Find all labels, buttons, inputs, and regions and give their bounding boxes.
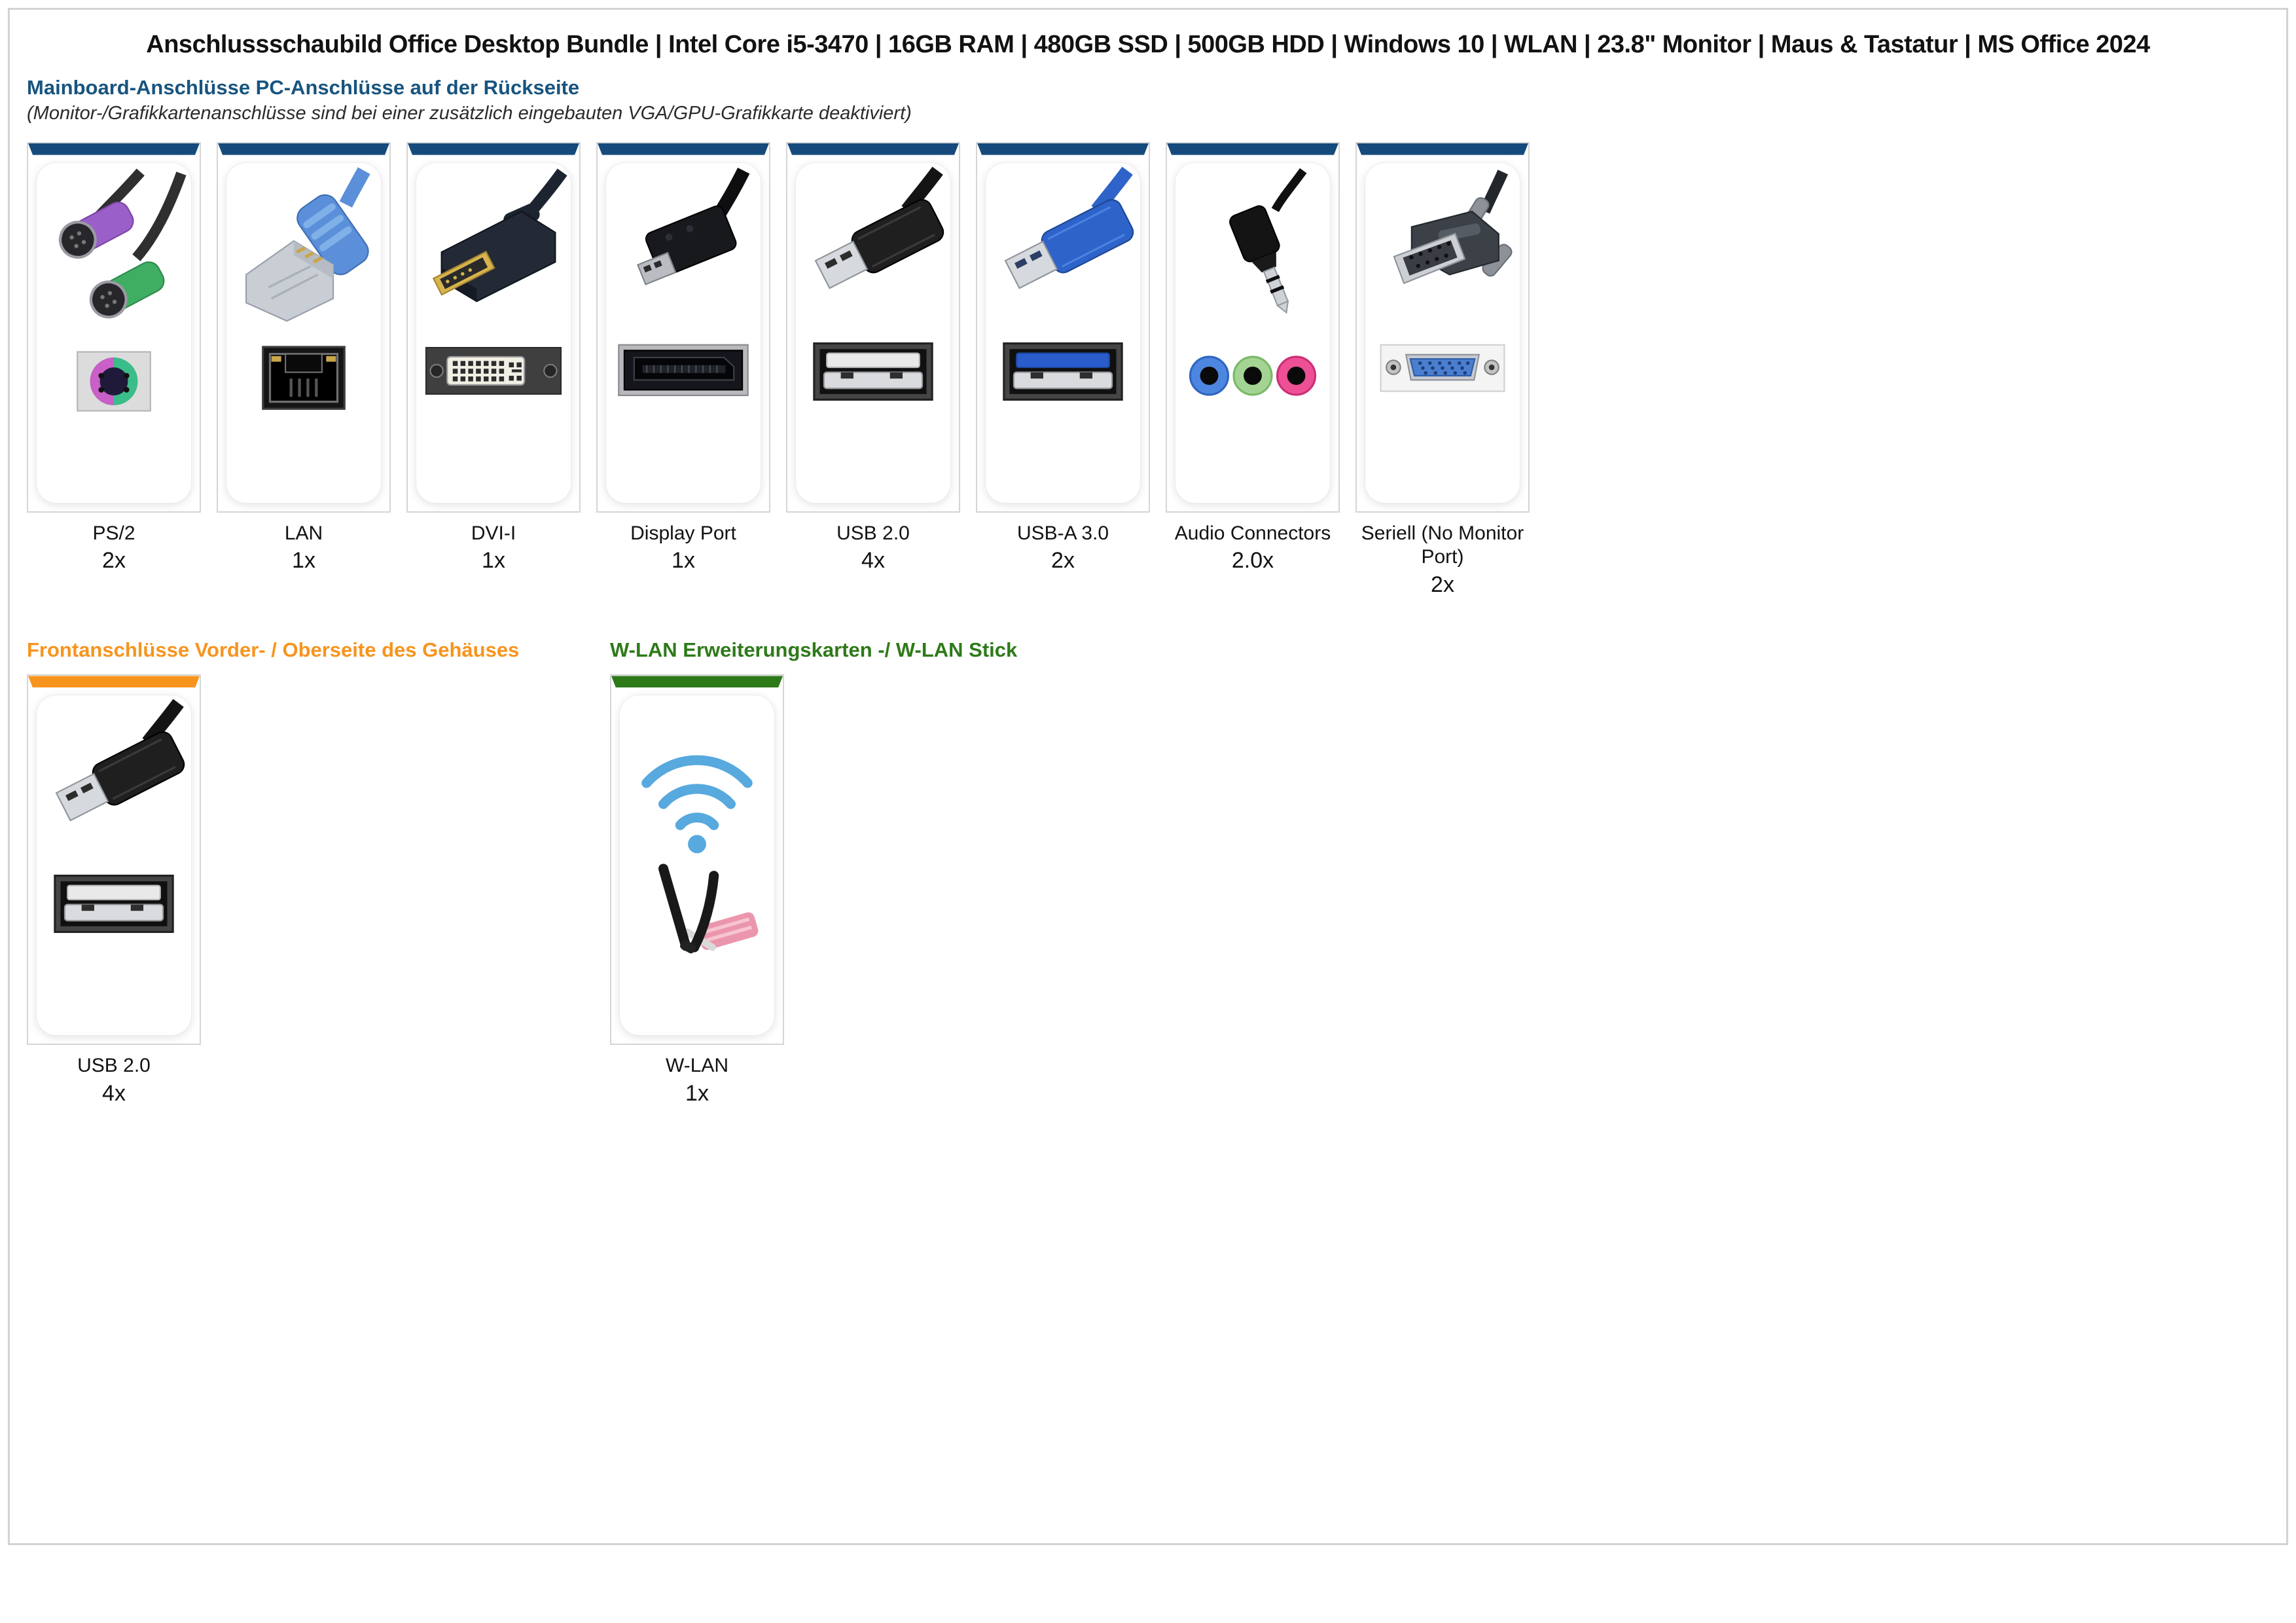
card-accent-bar: [1357, 143, 1528, 155]
front-ports-heading: Frontanschlüsse Vorder- / Oberseite des …: [27, 638, 520, 661]
card-accent-bar: [28, 143, 200, 155]
ps2-connector-icon: [58, 168, 187, 412]
port-card-front-usb2: USB 2.0 4x: [27, 674, 201, 1106]
port-card-box: [1166, 141, 1340, 513]
port-label: DVI-I: [471, 522, 516, 544]
port-count: 1x: [672, 548, 695, 574]
port-card-serial: Seriell (No Monitor Port) 2x: [1355, 141, 1530, 598]
card-accent-bar: [1167, 143, 1338, 155]
port-photo: [37, 695, 191, 1036]
port-card-box: [1355, 141, 1530, 513]
port-count: 2x: [1431, 572, 1454, 597]
port-card-box: [596, 141, 770, 513]
port-label: W-LAN: [665, 1055, 729, 1077]
port-card-box: [406, 141, 581, 513]
port-photo: [986, 162, 1140, 503]
port-photo: [226, 162, 381, 503]
port-label: USB-A 3.0: [1016, 522, 1109, 544]
port-card-box: [786, 141, 960, 513]
rear-ports-heading: Mainboard-Anschlüsse PC-Anschlüsse auf d…: [27, 76, 580, 99]
rj45-connector-icon: [245, 167, 370, 410]
rear-ports-row: PS/2 2x: [27, 141, 2286, 598]
card-accent-bar: [28, 676, 200, 687]
rear-ports-note: (Monitor-/Grafikkartenanschlüsse sind be…: [27, 102, 912, 124]
port-count: 4x: [861, 548, 885, 574]
port-photo: [1175, 162, 1330, 503]
diagram-frame: Anschlussschaubild Office Desktop Bundle…: [8, 8, 2288, 1545]
port-count: 1x: [292, 548, 315, 574]
card-accent-bar: [977, 143, 1149, 155]
port-card-box: [610, 674, 784, 1046]
port-photo: [416, 162, 571, 503]
port-label: LAN: [284, 522, 323, 544]
front-ports-section: Frontanschlüsse Vorder- / Oberseite des …: [27, 638, 610, 1106]
wlan-section: W-LAN Erweiterungskarten -/ W-LAN Stick: [610, 638, 1017, 1106]
port-count: 2.0x: [1231, 548, 1274, 574]
displayport-connector-icon: [618, 167, 750, 396]
card-accent-bar: [787, 143, 959, 155]
port-label: Seriell (No Monitor Port): [1361, 522, 1524, 568]
port-card-ps2: PS/2 2x: [27, 141, 201, 574]
card-accent-bar: [611, 676, 783, 687]
port-count: 2x: [1051, 548, 1075, 574]
usb3-connector-icon: [1003, 166, 1134, 401]
usb2-connector-icon: [813, 166, 944, 401]
secondary-sections-row: Frontanschlüsse Vorder- / Oberseite des …: [27, 638, 2286, 1106]
port-photo: [796, 162, 950, 503]
port-label: Display Port: [630, 522, 736, 544]
port-label: USB 2.0: [77, 1055, 151, 1077]
port-count: 1x: [685, 1081, 709, 1106]
port-card-usb2: USB 2.0 4x: [786, 141, 960, 574]
port-card-box: [976, 141, 1150, 513]
port-photo: [606, 162, 761, 503]
serial-db9-icon: [1380, 169, 1513, 392]
port-photo: [37, 162, 191, 503]
port-count: 1x: [482, 548, 505, 574]
port-count: 4x: [102, 1081, 126, 1106]
port-card-audio: Audio Connectors 2.0x: [1166, 141, 1340, 574]
usb2-connector-icon: [54, 699, 185, 934]
port-photo: [1365, 162, 1520, 503]
port-photo: [620, 695, 774, 1036]
dvi-connector-icon: [425, 168, 567, 395]
port-card-box: [27, 674, 201, 1046]
audio-jack-icon: [1189, 168, 1317, 396]
port-card-box: [27, 141, 201, 513]
wlan-heading: W-LAN Erweiterungskarten -/ W-LAN Stick: [610, 638, 1018, 661]
port-card-dvi: DVI-I 1x: [406, 141, 581, 574]
port-label: PS/2: [92, 522, 135, 544]
page-title: Anschlussschaubild Office Desktop Bundle…: [146, 31, 2150, 58]
port-card-usb3: USB-A 3.0 2x: [976, 141, 1150, 574]
port-label: USB 2.0: [836, 522, 910, 544]
port-count: 2x: [102, 548, 126, 574]
port-card-wlan: W-LAN 1x: [610, 674, 784, 1106]
port-card-lan: LAN 1x: [217, 141, 391, 574]
port-card-displayport: Display Port 1x: [596, 141, 770, 574]
wifi-adapter-icon: [641, 756, 759, 954]
port-label: Audio Connectors: [1174, 522, 1331, 544]
card-accent-bar: [218, 143, 389, 155]
port-card-box: [217, 141, 391, 513]
card-accent-bar: [598, 143, 769, 155]
card-accent-bar: [408, 143, 579, 155]
